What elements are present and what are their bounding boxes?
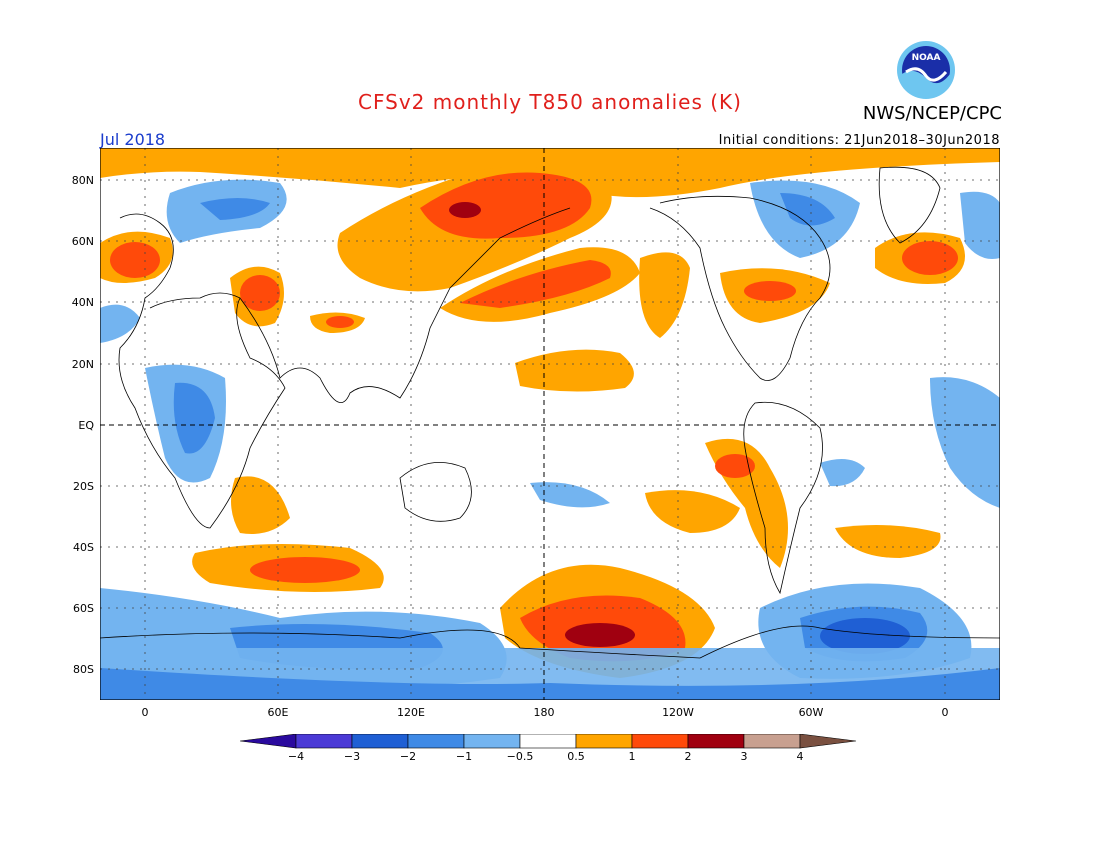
colorbar-label: −0.5 [506,750,534,763]
anomaly-region [100,304,140,343]
anomaly-region [645,490,740,533]
colorbar-label: 1 [628,750,636,763]
anomaly-region [231,476,290,534]
coastlines [100,166,1000,659]
gridlines [100,148,1000,700]
anomaly-region [460,260,611,308]
anomaly-region [715,454,755,478]
lat-label: 60N [71,235,94,248]
anomaly-region [100,668,1000,700]
colorbar [240,734,857,749]
lat-label: 40S [73,541,94,554]
colorbar-label: 4 [796,750,804,763]
anomaly-region [930,377,1000,508]
colorbar-segment [631,734,689,749]
colorbar-label: −4 [287,750,305,763]
anomaly-region [420,172,592,239]
anomaly-region [530,482,610,508]
anomaly-region [515,349,634,392]
lat-label: 60S [73,602,94,615]
anomaly-region [250,557,360,583]
colorbar-segment [463,734,521,749]
anomaly-region [110,242,160,278]
anomaly-region [960,191,1000,259]
anomaly-region [820,618,910,654]
lat-label: 80N [71,174,94,187]
lat-label: 20N [71,358,94,371]
valid-month-label: Jul 2018 [100,130,166,149]
lon-label: 120E [397,706,425,719]
colorbar-label: −3 [343,750,361,763]
anomaly-region [744,281,796,301]
colorbar-segment [799,734,857,749]
colorbar-label: 0.5 [567,750,585,763]
initial-conditions-label: Initial conditions: 21Jun2018–30Jun2018 [718,133,1000,148]
anomaly-region [639,252,690,338]
anomaly-region [902,241,958,275]
lat-label: 40N [71,296,94,309]
colorbar-segment [407,734,465,749]
colorbar-label: −2 [399,750,417,763]
anomaly-region [326,316,354,328]
lon-label: 60E [267,706,289,719]
colorbar-label: 2 [684,750,692,763]
anomaly-region [173,382,215,454]
colorbar-label: 3 [740,750,748,763]
lon-label: 0 [941,706,949,719]
anomaly-map [100,148,1000,700]
lon-label: 180 [533,706,555,719]
organization-label: NWS/NCEP/CPC [862,103,1002,124]
colorbar-label: −1 [455,750,473,763]
colorbar-segment [351,734,409,749]
noaa-logo: NOAA [896,40,956,104]
colorbar-segment [575,734,633,749]
lat-label: 80S [73,663,94,676]
colorbar-segment [295,734,353,749]
anomaly-region [780,193,835,226]
lon-label: 0 [141,706,149,719]
lon-label: 120W [662,706,694,719]
anomaly-region [820,459,865,487]
colorbar-segment [519,734,577,749]
colorbar-segment [743,734,801,749]
chart-title: CFSv2 monthly T850 anomalies (K) [358,90,742,114]
anomaly-region [565,623,635,647]
anomaly-region [449,202,481,218]
noaa-logo-text: NOAA [911,53,941,63]
anomaly-region [200,198,270,220]
anomaly-region [835,524,941,558]
colorbar-segment [687,734,745,749]
colorbar-segment [240,734,297,749]
lon-label: 60W [798,706,824,719]
lat-label: 20S [73,480,94,493]
lat-label: EQ [78,419,94,432]
